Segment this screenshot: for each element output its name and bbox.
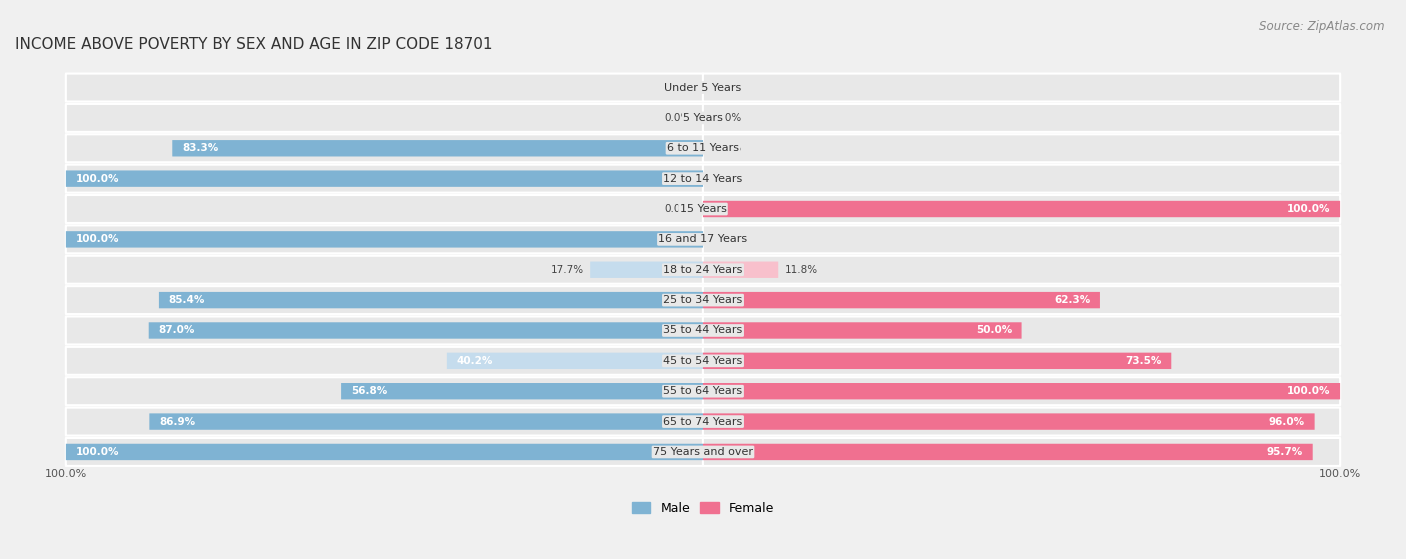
FancyBboxPatch shape xyxy=(342,383,703,400)
Text: 5 Years: 5 Years xyxy=(683,113,723,123)
FancyBboxPatch shape xyxy=(66,104,703,132)
Text: 0.0%: 0.0% xyxy=(716,83,742,93)
Text: 85.4%: 85.4% xyxy=(169,295,205,305)
FancyBboxPatch shape xyxy=(66,170,703,187)
FancyBboxPatch shape xyxy=(159,292,703,309)
FancyBboxPatch shape xyxy=(703,74,1340,102)
Text: 65 to 74 Years: 65 to 74 Years xyxy=(664,416,742,427)
FancyBboxPatch shape xyxy=(703,195,1340,223)
Text: 100.0%: 100.0% xyxy=(76,447,120,457)
FancyBboxPatch shape xyxy=(591,262,703,278)
Text: 96.0%: 96.0% xyxy=(1268,416,1305,427)
FancyBboxPatch shape xyxy=(703,408,1340,435)
FancyBboxPatch shape xyxy=(703,201,1340,217)
Text: 0.0%: 0.0% xyxy=(664,83,690,93)
FancyBboxPatch shape xyxy=(703,347,1340,375)
Text: 17.7%: 17.7% xyxy=(551,265,583,274)
Text: 11.8%: 11.8% xyxy=(785,265,818,274)
Text: 18 to 24 Years: 18 to 24 Years xyxy=(664,265,742,274)
Text: 0.0%: 0.0% xyxy=(664,204,690,214)
FancyBboxPatch shape xyxy=(173,140,703,157)
FancyBboxPatch shape xyxy=(703,292,1099,309)
Text: 0.0%: 0.0% xyxy=(716,234,742,244)
FancyBboxPatch shape xyxy=(66,316,703,344)
Text: 50.0%: 50.0% xyxy=(976,325,1012,335)
Text: 75 Years and over: 75 Years and over xyxy=(652,447,754,457)
Text: 16 and 17 Years: 16 and 17 Years xyxy=(658,234,748,244)
Text: INCOME ABOVE POVERTY BY SEX AND AGE IN ZIP CODE 18701: INCOME ABOVE POVERTY BY SEX AND AGE IN Z… xyxy=(15,37,492,53)
Text: 100.0%: 100.0% xyxy=(1319,469,1361,479)
Text: 87.0%: 87.0% xyxy=(159,325,194,335)
FancyBboxPatch shape xyxy=(149,323,703,339)
FancyBboxPatch shape xyxy=(703,256,1340,284)
Text: 83.3%: 83.3% xyxy=(181,143,218,153)
FancyBboxPatch shape xyxy=(703,134,1340,162)
Text: 100.0%: 100.0% xyxy=(76,174,120,184)
Text: 56.8%: 56.8% xyxy=(350,386,387,396)
Legend: Male, Female: Male, Female xyxy=(627,496,779,519)
Text: 95.7%: 95.7% xyxy=(1267,447,1303,457)
Text: 15 Years: 15 Years xyxy=(679,204,727,214)
Text: 55 to 64 Years: 55 to 64 Years xyxy=(664,386,742,396)
FancyBboxPatch shape xyxy=(66,408,703,435)
Text: 45 to 54 Years: 45 to 54 Years xyxy=(664,356,742,366)
FancyBboxPatch shape xyxy=(66,377,703,405)
Text: 86.9%: 86.9% xyxy=(159,416,195,427)
FancyBboxPatch shape xyxy=(703,316,1340,344)
FancyBboxPatch shape xyxy=(703,353,1171,369)
FancyBboxPatch shape xyxy=(703,286,1340,314)
FancyBboxPatch shape xyxy=(703,438,1340,466)
FancyBboxPatch shape xyxy=(703,262,779,278)
Text: 100.0%: 100.0% xyxy=(45,469,87,479)
FancyBboxPatch shape xyxy=(66,438,703,466)
Text: 12 to 14 Years: 12 to 14 Years xyxy=(664,174,742,184)
FancyBboxPatch shape xyxy=(66,165,703,193)
FancyBboxPatch shape xyxy=(66,231,703,248)
Text: 0.0%: 0.0% xyxy=(716,143,742,153)
Text: 0.0%: 0.0% xyxy=(716,113,742,123)
FancyBboxPatch shape xyxy=(703,165,1340,193)
FancyBboxPatch shape xyxy=(66,256,703,284)
FancyBboxPatch shape xyxy=(703,383,1340,400)
FancyBboxPatch shape xyxy=(66,444,703,460)
FancyBboxPatch shape xyxy=(703,444,1313,460)
FancyBboxPatch shape xyxy=(703,225,1340,253)
Text: 25 to 34 Years: 25 to 34 Years xyxy=(664,295,742,305)
Text: Source: ZipAtlas.com: Source: ZipAtlas.com xyxy=(1260,20,1385,32)
FancyBboxPatch shape xyxy=(66,74,703,102)
Text: 6 to 11 Years: 6 to 11 Years xyxy=(666,143,740,153)
Text: 35 to 44 Years: 35 to 44 Years xyxy=(664,325,742,335)
Text: 0.0%: 0.0% xyxy=(664,113,690,123)
Text: 100.0%: 100.0% xyxy=(1286,386,1330,396)
Text: 62.3%: 62.3% xyxy=(1054,295,1090,305)
FancyBboxPatch shape xyxy=(447,353,703,369)
FancyBboxPatch shape xyxy=(703,323,1022,339)
Text: Under 5 Years: Under 5 Years xyxy=(665,83,741,93)
FancyBboxPatch shape xyxy=(66,347,703,375)
FancyBboxPatch shape xyxy=(703,413,1315,430)
Text: 0.0%: 0.0% xyxy=(716,174,742,184)
FancyBboxPatch shape xyxy=(703,377,1340,405)
Text: 100.0%: 100.0% xyxy=(76,234,120,244)
FancyBboxPatch shape xyxy=(66,134,703,162)
FancyBboxPatch shape xyxy=(149,413,703,430)
Text: 40.2%: 40.2% xyxy=(457,356,494,366)
FancyBboxPatch shape xyxy=(66,286,703,314)
Text: 73.5%: 73.5% xyxy=(1125,356,1161,366)
FancyBboxPatch shape xyxy=(66,195,703,223)
FancyBboxPatch shape xyxy=(66,225,703,253)
Text: 100.0%: 100.0% xyxy=(1286,204,1330,214)
FancyBboxPatch shape xyxy=(703,104,1340,132)
